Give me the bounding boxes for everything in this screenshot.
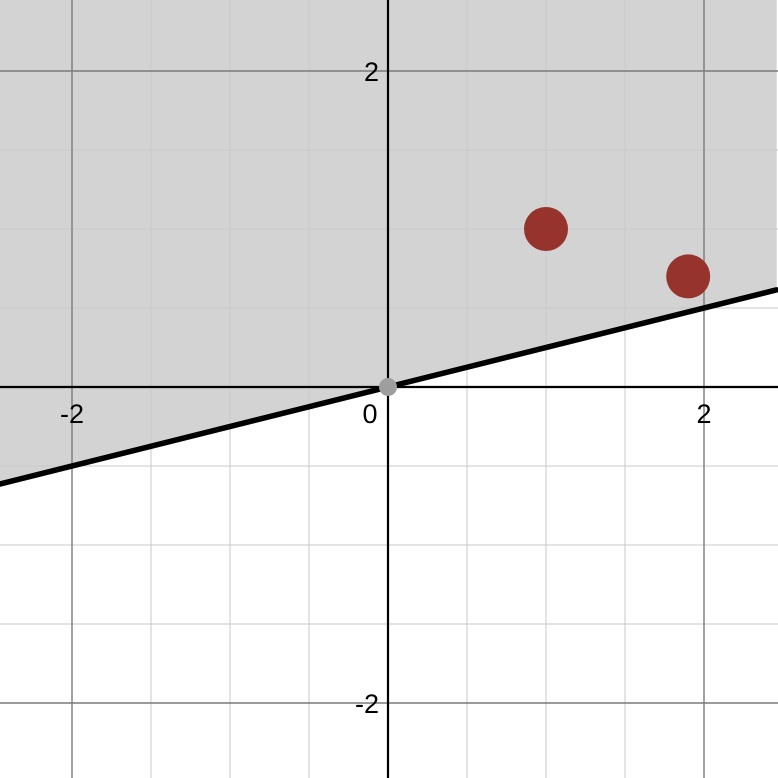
y-tick-label: 2 — [364, 57, 379, 87]
y-tick-label: -2 — [355, 689, 379, 719]
tick-labels: 0 -2 2 -2 2 — [60, 57, 712, 719]
data-point-2 — [666, 254, 711, 299]
origin-label: 0 — [362, 399, 377, 429]
x-tick-label: -2 — [60, 399, 84, 429]
origin-point — [379, 378, 397, 396]
data-point-1 — [524, 207, 568, 251]
data-points — [524, 207, 711, 299]
x-tick-label: 2 — [696, 399, 711, 429]
